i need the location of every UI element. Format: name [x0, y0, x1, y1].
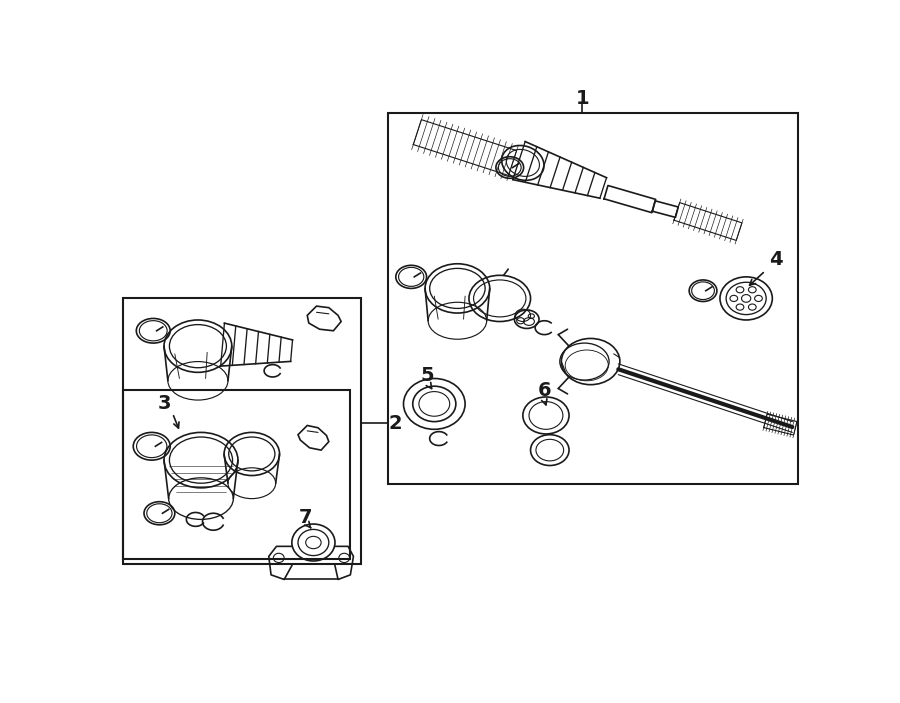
Text: 2: 2	[389, 413, 402, 432]
Text: 3: 3	[158, 394, 171, 413]
Text: 7: 7	[299, 508, 312, 527]
Text: 4: 4	[769, 250, 782, 269]
Text: 6: 6	[537, 381, 551, 400]
Bar	[123, 298, 361, 564]
Bar	[388, 113, 797, 484]
Text: 5: 5	[420, 366, 434, 385]
Bar	[123, 390, 349, 560]
Text: 1: 1	[575, 89, 589, 108]
